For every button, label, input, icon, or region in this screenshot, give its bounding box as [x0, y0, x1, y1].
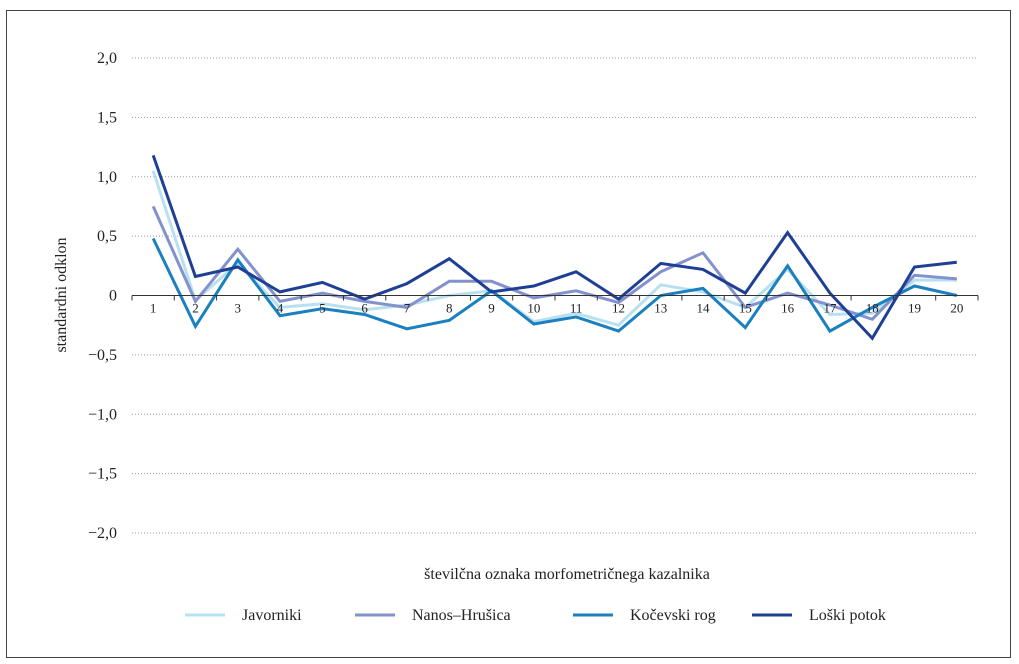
legend-label-1: Javorniki — [242, 607, 302, 624]
x-tick-label: 10 — [527, 301, 540, 316]
y-tick-label: −1,0 — [88, 406, 117, 423]
y-tick-label: −2,0 — [88, 525, 117, 542]
x-tick-label: 4 — [277, 301, 284, 316]
x-tick-label: 12 — [612, 301, 625, 316]
legend-label-4: Loški potok — [809, 607, 886, 624]
series-lines — [151, 154, 958, 341]
y-tick-label: 1,0 — [97, 169, 117, 186]
series-line-4 — [151, 154, 957, 341]
chart-frame — [6, 10, 1011, 658]
y-axis-label: standardni odklon — [53, 237, 70, 352]
x-tick-label: 1 — [150, 301, 157, 316]
legend-label-3: Kočevski rog — [630, 607, 716, 624]
x-tick-label: 16 — [781, 301, 795, 316]
x-tick-label: 18 — [866, 301, 879, 316]
y-tick-label: −0,5 — [88, 347, 117, 364]
x-tick-label: 3 — [235, 301, 242, 316]
grid-lines — [132, 57, 978, 534]
x-axis — [131, 295, 979, 301]
x-tick-label: 2 — [192, 301, 199, 316]
series-line-3 — [151, 237, 958, 334]
x-tick-label: 19 — [908, 301, 921, 316]
x-tick-label: 8 — [446, 301, 453, 316]
x-tick-label: 15 — [739, 301, 752, 316]
x-tick-label: 9 — [488, 301, 495, 316]
series-line-2 — [151, 205, 957, 322]
x-tick-label: 20 — [950, 301, 963, 316]
x-tick-label: 14 — [697, 301, 711, 316]
x-axis-label: številčna oznaka morfometričnega kazalni… — [424, 566, 710, 583]
series-line-1 — [151, 170, 957, 327]
legend-label-2: Nanos–Hrušica — [412, 607, 511, 624]
y-tick-label: 1,5 — [97, 109, 117, 126]
x-tick-label: 7 — [404, 301, 411, 316]
x-tick-label: 5 — [319, 301, 326, 316]
y-tick-label: 2,0 — [97, 50, 117, 67]
x-tick-label: 11 — [570, 301, 583, 316]
y-tick-label: −1,5 — [88, 466, 117, 483]
x-tick-labels: 1 2 3 4 5 6 7 8 9 10 11 12 13 14 15 16 17 18 19 20 — [150, 301, 963, 316]
x-tick-label: 6 — [361, 301, 368, 316]
x-tick-label: 17 — [823, 301, 837, 316]
y-tick-label: 0,5 — [97, 228, 117, 245]
legend: Javorniki Nanos–Hrušica Kočevski rog Loški … — [185, 607, 886, 624]
y-tick-label: 0 — [109, 288, 117, 305]
x-tick-label: 13 — [654, 301, 667, 316]
y-tick-labels: 2,0 1,5 1,0 0,5 0 −0,5 −1,0 −1,5 −2,0 — [88, 50, 117, 542]
